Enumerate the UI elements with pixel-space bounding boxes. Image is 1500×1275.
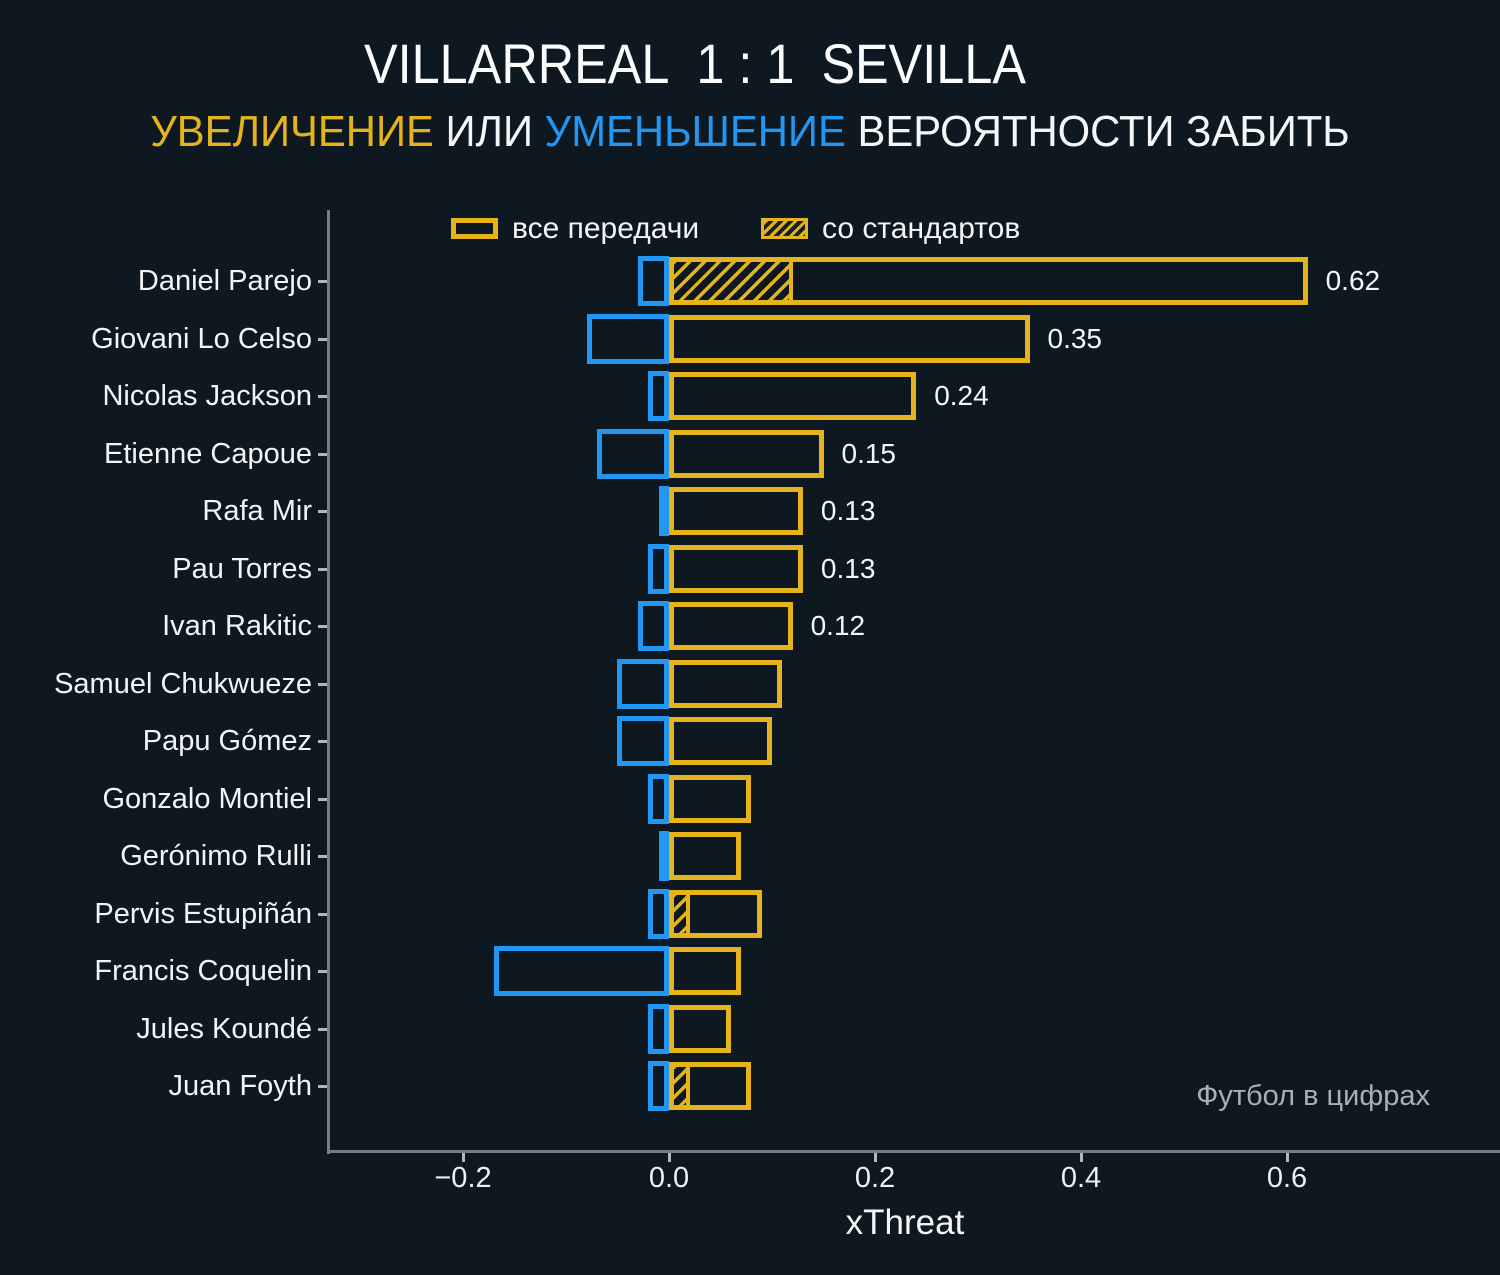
player-label: Ivan Rakitic bbox=[162, 610, 312, 642]
player-label: Pau Torres bbox=[172, 552, 312, 585]
bar-negative bbox=[494, 946, 669, 996]
subtitle-part-2: УМЕНЬШЕНИЕ bbox=[544, 107, 846, 156]
player-label: Francis Coquelin bbox=[94, 955, 312, 987]
legend-label-set-pieces: со стандартов bbox=[822, 212, 1021, 245]
y-axis-line bbox=[327, 210, 330, 1154]
bar-set-pieces bbox=[669, 774, 674, 823]
bar-negative bbox=[648, 1061, 669, 1111]
player-label: Etienne Capoue bbox=[104, 437, 312, 470]
player-label: Samuel Chukwueze bbox=[54, 667, 312, 700]
x-tick-mark bbox=[874, 1153, 877, 1162]
player-label: Juan Foyth bbox=[168, 1070, 312, 1102]
away-team-name: SEVILLA bbox=[821, 32, 1026, 95]
home-team-name: VILLARREAL bbox=[364, 32, 670, 95]
bar-value-label: 0.13 bbox=[820, 552, 876, 584]
y-tick-mark bbox=[318, 682, 327, 686]
bar-value-label: 0.12 bbox=[810, 610, 866, 641]
x-tick-mark bbox=[462, 1153, 465, 1162]
subtitle-part-1: ИЛИ bbox=[433, 107, 545, 156]
legend-swatch-all-passes bbox=[451, 218, 498, 239]
player-label: Rafa Mir bbox=[202, 495, 312, 527]
y-tick-mark bbox=[318, 740, 327, 743]
player-label: Papu Gómez bbox=[142, 725, 312, 757]
bar-negative bbox=[659, 831, 669, 881]
match-score: 1 : 1 bbox=[696, 32, 795, 95]
x-tick-mark bbox=[1286, 1153, 1289, 1162]
match-title: VILLARREAL 1 : 1 SEVILLA bbox=[364, 34, 1026, 94]
bar-positive bbox=[669, 832, 741, 880]
y-tick-mark bbox=[318, 510, 327, 513]
bar-value-label: 0.15 bbox=[841, 437, 897, 469]
bar-negative bbox=[617, 716, 669, 766]
y-tick-mark bbox=[318, 452, 327, 456]
x-tick-label: 0.4 bbox=[1060, 1162, 1102, 1194]
x-tick-label: 0.0 bbox=[648, 1162, 690, 1194]
bar-positive bbox=[669, 429, 824, 478]
y-tick-mark bbox=[318, 567, 327, 571]
player-label: Jules Koundé bbox=[136, 1012, 312, 1045]
bar-negative bbox=[638, 601, 669, 651]
player-label: Nicolas Jackson bbox=[102, 380, 312, 412]
player-label: Gerónimo Rulli bbox=[120, 840, 312, 872]
y-tick-mark bbox=[318, 797, 327, 801]
y-tick-mark bbox=[318, 625, 327, 628]
bar-set-pieces bbox=[669, 889, 690, 938]
y-tick-mark bbox=[318, 395, 327, 398]
y-tick-mark bbox=[318, 1027, 327, 1031]
bar-value-label: 0.62 bbox=[1325, 265, 1381, 296]
bar-positive bbox=[669, 659, 782, 708]
bar-positive bbox=[669, 372, 916, 420]
legend-swatch-set-pieces bbox=[761, 218, 808, 239]
player-label: Pervis Estupiñán bbox=[94, 897, 312, 930]
bar-negative bbox=[648, 543, 669, 594]
x-tick-mark bbox=[1080, 1153, 1083, 1162]
x-tick-label: 0.6 bbox=[1266, 1162, 1308, 1194]
x-axis-title: xThreat bbox=[845, 1203, 965, 1242]
bar-positive bbox=[669, 947, 741, 995]
player-label: Gonzalo Montiel bbox=[102, 782, 312, 815]
subtitle-part-0: УВЕЛИЧЕНИЕ bbox=[150, 107, 434, 156]
y-tick-mark bbox=[318, 280, 327, 283]
bar-negative bbox=[617, 658, 669, 709]
player-label: Giovani Lo Celso bbox=[91, 322, 312, 355]
subtitle-part-3: ВЕРОЯТНОСТИ ЗАБИТЬ bbox=[845, 107, 1350, 156]
legend-label-all-passes: все передачи bbox=[512, 212, 700, 245]
y-tick-mark bbox=[318, 1085, 327, 1088]
x-tick-label: −0.2 bbox=[434, 1162, 492, 1194]
bar-negative bbox=[587, 313, 669, 364]
watermark: Футбол в цифрах bbox=[1196, 1080, 1430, 1112]
bar-positive bbox=[669, 487, 803, 535]
x-tick-mark bbox=[668, 1153, 671, 1162]
y-tick-mark bbox=[318, 912, 327, 916]
bar-negative bbox=[648, 371, 669, 421]
x-tick-label: 0.2 bbox=[854, 1162, 896, 1194]
bar-value-label: 0.35 bbox=[1047, 322, 1103, 354]
bar-positive bbox=[669, 314, 1030, 363]
bar-set-pieces bbox=[669, 257, 793, 305]
bar-negative bbox=[648, 888, 669, 939]
bar-set-pieces bbox=[669, 1062, 690, 1110]
bar-value-label: 0.24 bbox=[934, 380, 989, 411]
bar-negative bbox=[638, 256, 669, 306]
y-tick-mark bbox=[318, 337, 327, 341]
bar-positive bbox=[669, 774, 751, 823]
chart-subtitle: УВЕЛИЧЕНИЕ ИЛИ УМЕНЬШЕНИЕ ВЕРОЯТНОСТИ ЗА… bbox=[150, 106, 1349, 158]
x-axis-line bbox=[327, 1150, 1500, 1153]
bar-positive bbox=[669, 544, 803, 593]
bar-positive bbox=[669, 1004, 731, 1053]
bar-negative bbox=[659, 486, 669, 536]
bar-value-label: 0.13 bbox=[820, 495, 876, 526]
bar-positive bbox=[669, 602, 793, 650]
y-tick-mark bbox=[318, 970, 327, 973]
bar-negative bbox=[597, 428, 669, 479]
player-label: Daniel Parejo bbox=[137, 265, 312, 297]
bar-positive bbox=[669, 717, 772, 765]
bar-negative bbox=[648, 1003, 669, 1054]
y-tick-mark bbox=[318, 855, 327, 858]
bar-negative bbox=[648, 773, 669, 824]
